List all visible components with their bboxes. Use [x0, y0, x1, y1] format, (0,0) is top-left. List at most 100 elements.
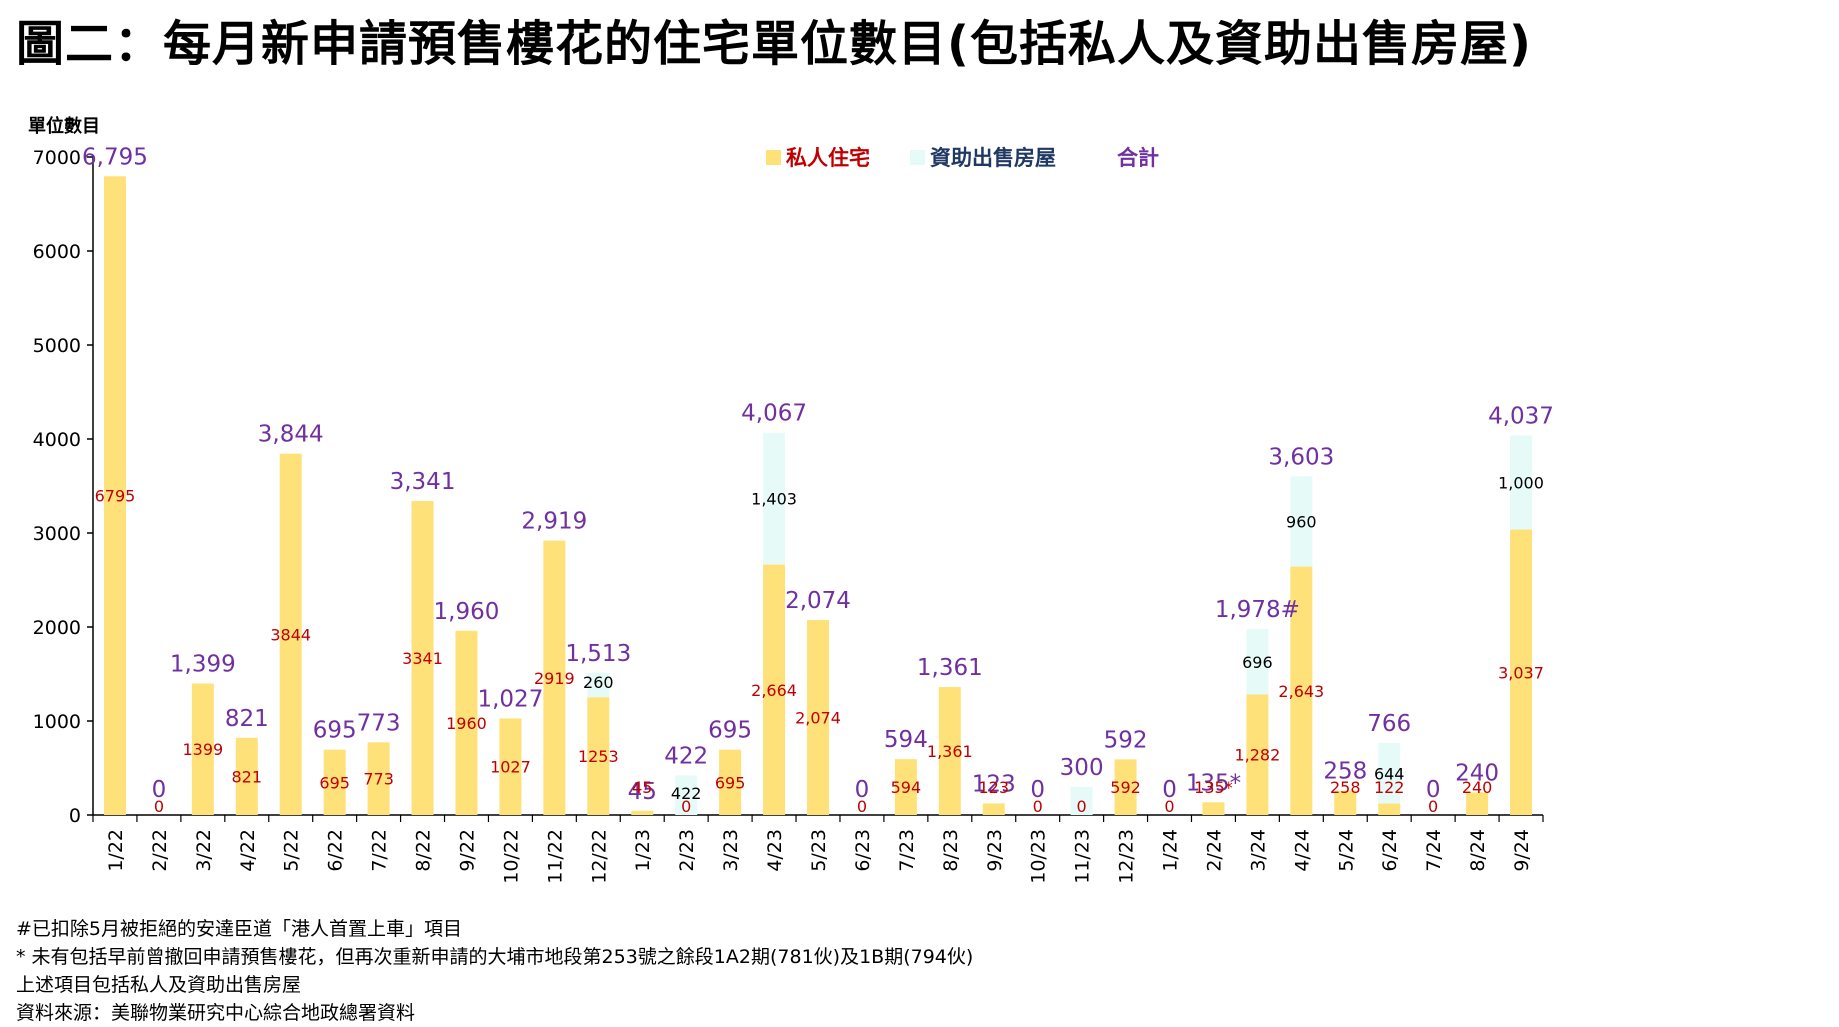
bar-private	[1202, 802, 1225, 815]
private-label: 0	[681, 797, 691, 816]
y-tick-label: 3000	[33, 523, 81, 545]
x-tick-label: 7/24	[1423, 829, 1445, 872]
total-label: 0	[152, 777, 167, 803]
subsidised-label: 696	[1242, 653, 1273, 672]
total-label: 123	[972, 771, 1016, 797]
footnotes: #已扣除5月被拒絕的安達臣道「港人首置上車」項目 * 未有包括早前曾撤回申請預售…	[16, 915, 973, 1027]
total-label: 821	[225, 706, 269, 732]
bar-private	[894, 759, 917, 815]
bar-private	[587, 697, 610, 815]
bar-private	[1378, 803, 1401, 815]
x-tick-label: 1/24	[1160, 829, 1182, 872]
subsidised-label: 960	[1286, 512, 1317, 531]
x-tick-label: 4/22	[237, 829, 259, 872]
total-label: 3,603	[1268, 444, 1334, 470]
subsidised-label: 260	[583, 673, 614, 692]
private-label: 122	[1374, 778, 1405, 797]
bar-subsidised	[1378, 742, 1401, 804]
bar-private	[1466, 792, 1489, 815]
total-label: 2,919	[521, 509, 587, 535]
x-tick-label: 11/23	[1072, 829, 1094, 884]
private-label: 123	[978, 778, 1009, 797]
bar-subsidised	[1070, 786, 1093, 815]
x-tick-label: 6/23	[852, 829, 874, 872]
x-tick-label: 3/24	[1247, 829, 1269, 872]
legend-label: 資助出售房屋	[930, 146, 1056, 170]
bar-private	[719, 749, 742, 815]
bar-private	[455, 630, 478, 815]
x-tick-label: 3/22	[193, 829, 215, 872]
subsidised-label: 1,403	[751, 490, 797, 509]
private-label: 2,074	[795, 709, 841, 728]
x-tick-label: 8/23	[940, 829, 962, 872]
private-label: 592	[1110, 778, 1141, 797]
private-label: 773	[363, 770, 394, 789]
x-tick-label: 2/22	[149, 829, 171, 872]
total-label: 0	[1426, 777, 1441, 803]
legend-label: 合計	[1117, 146, 1159, 170]
chart-title: 圖二：每月新申請預售樓花的住宅單位數目(包括私人及資助出售房屋)	[16, 16, 1532, 72]
bar-private	[191, 683, 214, 815]
subsidised-label: 422	[671, 784, 702, 803]
total-label: 3,341	[390, 469, 456, 495]
legend-swatch	[910, 150, 925, 165]
subsidised-label: 644	[1374, 764, 1405, 783]
private-label: 1960	[446, 714, 487, 733]
x-tick-label: 12/23	[1116, 829, 1138, 884]
bar-subsidised	[1290, 476, 1313, 567]
x-tick-label: 9/24	[1511, 829, 1533, 872]
x-tick-label: 5/22	[281, 829, 303, 872]
bar-private	[631, 810, 654, 815]
x-tick-label: 2/23	[676, 829, 698, 872]
bar-private	[499, 718, 522, 815]
total-label: 1,978#	[1215, 597, 1300, 623]
total-label: 695	[313, 718, 357, 744]
bar-private	[807, 620, 829, 815]
private-label: 1,282	[1234, 746, 1280, 765]
private-label: 695	[715, 773, 746, 792]
private-label: 1399	[182, 740, 223, 759]
bar-private	[1510, 529, 1533, 815]
x-tick-label: 4/23	[764, 829, 786, 872]
bar-private	[543, 540, 566, 815]
footnote-source: 資料來源：美聯物業研究中心綜合地政總署資料	[16, 1002, 416, 1024]
data-labels: 6,7956795001,39913998218213,844384469569…	[82, 144, 1554, 816]
private-label: 0	[1077, 797, 1087, 816]
private-label: 2919	[534, 669, 575, 688]
bar-private	[982, 803, 1005, 815]
x-tick-label: 10/22	[500, 829, 522, 884]
private-label: 2,664	[751, 681, 797, 700]
total-label: 2,074	[785, 588, 851, 614]
x-tick-label: 8/24	[1467, 829, 1489, 872]
footnote-hash: #已扣除5月被拒絕的安達臣道「港人首置上車」項目	[16, 918, 463, 940]
y-tick-label: 2000	[33, 617, 81, 639]
private-label: 3341	[402, 649, 443, 668]
total-label: 0	[1162, 777, 1177, 803]
total-label: 695	[708, 718, 752, 744]
private-label: 3,037	[1498, 663, 1544, 682]
total-label: 422	[664, 743, 708, 769]
private-label: 3844	[270, 625, 311, 644]
x-tick-label: 9/22	[456, 829, 478, 872]
bar-private	[938, 687, 961, 815]
total-label: 135*	[1186, 770, 1241, 796]
x-tick-label: 1/22	[105, 829, 127, 872]
total-label: 300	[1060, 755, 1104, 781]
bar-private	[103, 176, 126, 815]
private-label: 1027	[490, 758, 531, 777]
total-label: 4,067	[741, 401, 807, 427]
private-label: 821	[232, 767, 263, 786]
footnote-asterisk: * 未有包括早前曾撤回申請預售樓花，但再次重新申請的大埔市地段第253號之餘段1…	[16, 946, 974, 968]
total-label: 766	[1367, 711, 1411, 737]
private-label: 0	[857, 797, 867, 816]
total-label: 592	[1104, 727, 1148, 753]
bar-private	[1334, 790, 1357, 815]
x-tick-label: 6/24	[1379, 829, 1401, 872]
subsidised-label: 1,000	[1498, 474, 1544, 493]
y-tick-label: 1000	[33, 711, 81, 733]
x-tick-label: 5/23	[808, 829, 830, 872]
y-tick-label: 0	[69, 805, 81, 827]
x-tick-label: 2/24	[1203, 829, 1225, 872]
x-tick-label: 9/23	[984, 829, 1006, 872]
total-label: 3,844	[258, 422, 324, 448]
